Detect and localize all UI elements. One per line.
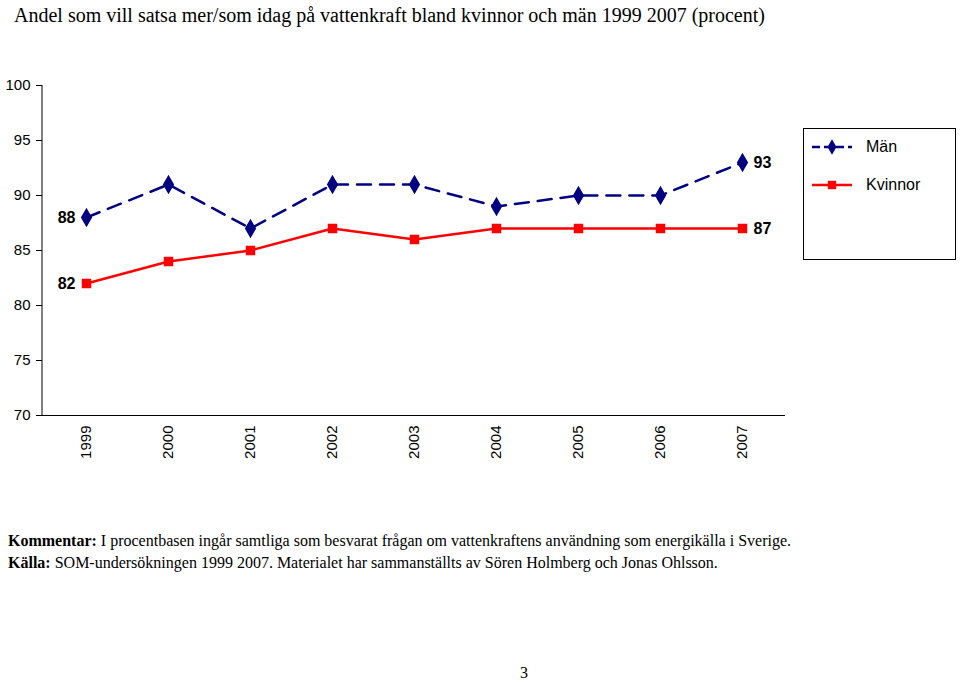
svg-text:70: 70 [14, 406, 31, 423]
svg-text:2006: 2006 [651, 426, 668, 459]
svg-text:100: 100 [5, 76, 30, 93]
svg-text:93: 93 [754, 154, 772, 171]
svg-text:2005: 2005 [569, 426, 586, 459]
html-text:Andel som vill satsa mer/som i: Andel som vill satsa mer/som idag på vat… [14, 4, 765, 26]
svg-text:82: 82 [58, 275, 76, 292]
svg-text:2003: 2003 [405, 426, 422, 459]
html-text:Män: Män [866, 138, 898, 155]
html-text:Kvinnor: Kvinnor [866, 176, 921, 193]
html-text:Kommentar: I procentbasen ingå: Kommentar: I procentbasen ingår samtliga… [8, 532, 791, 549]
svg-text:87: 87 [754, 220, 772, 237]
svg-text:1999: 1999 [77, 426, 94, 459]
html-text:3: 3 [520, 664, 528, 681]
svg-text:2001: 2001 [241, 426, 258, 459]
svg-text:2004: 2004 [487, 426, 504, 459]
svg-text:88: 88 [58, 209, 76, 226]
svg-text:2007: 2007 [733, 426, 750, 459]
svg-text:80: 80 [14, 296, 31, 313]
svg-text:85: 85 [14, 241, 31, 258]
svg-text:2002: 2002 [323, 426, 340, 459]
html-text:Källa: SOM-undersökningen 1999: Källa: SOM-undersökningen 1999 2007. Mat… [8, 554, 718, 571]
svg-text:2000: 2000 [159, 426, 176, 459]
svg-text:75: 75 [14, 351, 31, 368]
svg-text:95: 95 [14, 131, 31, 148]
svg-text:90: 90 [14, 186, 31, 203]
